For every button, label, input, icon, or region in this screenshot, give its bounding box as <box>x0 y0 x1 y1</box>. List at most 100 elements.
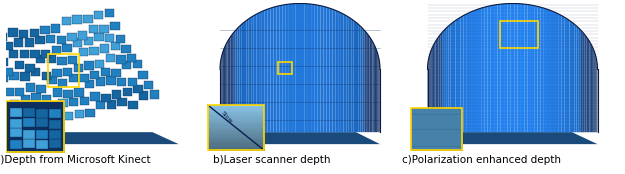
Bar <box>36 85 46 93</box>
Polygon shape <box>224 46 225 132</box>
Text: Slow: Slow <box>220 110 234 124</box>
Polygon shape <box>226 41 228 132</box>
Polygon shape <box>574 24 577 132</box>
Bar <box>117 78 126 86</box>
Bar <box>58 99 68 107</box>
Polygon shape <box>511 3 514 132</box>
Bar <box>69 74 78 82</box>
Bar <box>68 56 78 64</box>
Bar <box>64 90 72 98</box>
Bar <box>105 34 114 42</box>
Polygon shape <box>228 39 229 132</box>
Polygon shape <box>222 51 223 132</box>
Polygon shape <box>354 21 356 132</box>
Bar <box>52 69 62 77</box>
Polygon shape <box>364 30 366 132</box>
Polygon shape <box>318 5 321 132</box>
Bar <box>127 78 137 86</box>
Bar <box>30 29 39 37</box>
Bar <box>122 88 132 96</box>
Polygon shape <box>508 3 511 132</box>
Polygon shape <box>372 41 374 132</box>
Polygon shape <box>559 14 562 132</box>
Polygon shape <box>302 3 305 132</box>
Polygon shape <box>441 32 442 132</box>
Polygon shape <box>236 28 238 132</box>
Polygon shape <box>242 22 244 132</box>
Polygon shape <box>377 51 378 132</box>
Polygon shape <box>268 8 271 132</box>
Polygon shape <box>329 8 332 132</box>
Polygon shape <box>501 4 504 132</box>
Bar <box>0 74 8 82</box>
Bar <box>208 137 264 139</box>
Polygon shape <box>504 4 508 132</box>
Polygon shape <box>448 24 451 132</box>
Bar <box>15 88 24 96</box>
Bar <box>107 100 116 109</box>
Bar <box>52 46 61 54</box>
Bar <box>49 109 61 118</box>
Bar <box>64 112 73 120</box>
Polygon shape <box>208 132 380 144</box>
Polygon shape <box>249 17 251 132</box>
Polygon shape <box>371 39 372 132</box>
Polygon shape <box>569 21 572 132</box>
Polygon shape <box>292 4 295 132</box>
Polygon shape <box>251 16 254 132</box>
Bar <box>208 130 264 132</box>
Bar <box>6 101 64 152</box>
Bar <box>80 97 89 105</box>
Bar <box>9 50 18 58</box>
Polygon shape <box>583 32 584 132</box>
Bar <box>96 77 105 86</box>
Bar <box>111 42 120 50</box>
Polygon shape <box>572 22 574 132</box>
Bar <box>208 148 264 150</box>
Bar <box>132 60 142 68</box>
Bar <box>42 95 51 103</box>
Polygon shape <box>311 4 314 132</box>
Bar <box>48 103 57 111</box>
Bar <box>96 101 106 109</box>
Polygon shape <box>434 41 436 132</box>
Bar <box>75 110 84 118</box>
Polygon shape <box>430 51 431 132</box>
Polygon shape <box>374 44 375 132</box>
Bar <box>58 79 68 87</box>
Bar <box>208 143 264 146</box>
Polygon shape <box>514 3 518 132</box>
Bar <box>49 120 61 129</box>
Polygon shape <box>376 49 377 132</box>
Bar <box>36 118 48 127</box>
Polygon shape <box>271 7 274 132</box>
Polygon shape <box>433 44 434 132</box>
Polygon shape <box>346 16 349 132</box>
Bar <box>208 110 264 112</box>
Polygon shape <box>238 26 239 132</box>
Bar <box>23 139 35 148</box>
Polygon shape <box>10 132 179 144</box>
Bar <box>208 105 264 150</box>
Bar <box>208 146 264 148</box>
Polygon shape <box>341 13 344 132</box>
Bar <box>79 74 89 82</box>
Bar <box>95 60 104 68</box>
Bar <box>30 50 39 58</box>
Bar <box>94 11 103 19</box>
Bar <box>89 47 99 55</box>
Bar <box>72 15 82 24</box>
Polygon shape <box>289 4 292 132</box>
Polygon shape <box>547 9 550 132</box>
Bar <box>42 112 52 120</box>
Bar <box>122 61 131 69</box>
Bar <box>116 55 126 64</box>
Polygon shape <box>361 26 362 132</box>
Bar <box>208 123 264 125</box>
Bar <box>101 68 110 76</box>
Bar <box>26 83 35 92</box>
Text: b)Laser scanner depth: b)Laser scanner depth <box>213 155 331 165</box>
Bar <box>4 68 13 76</box>
Bar <box>62 44 72 52</box>
Bar <box>86 109 95 117</box>
